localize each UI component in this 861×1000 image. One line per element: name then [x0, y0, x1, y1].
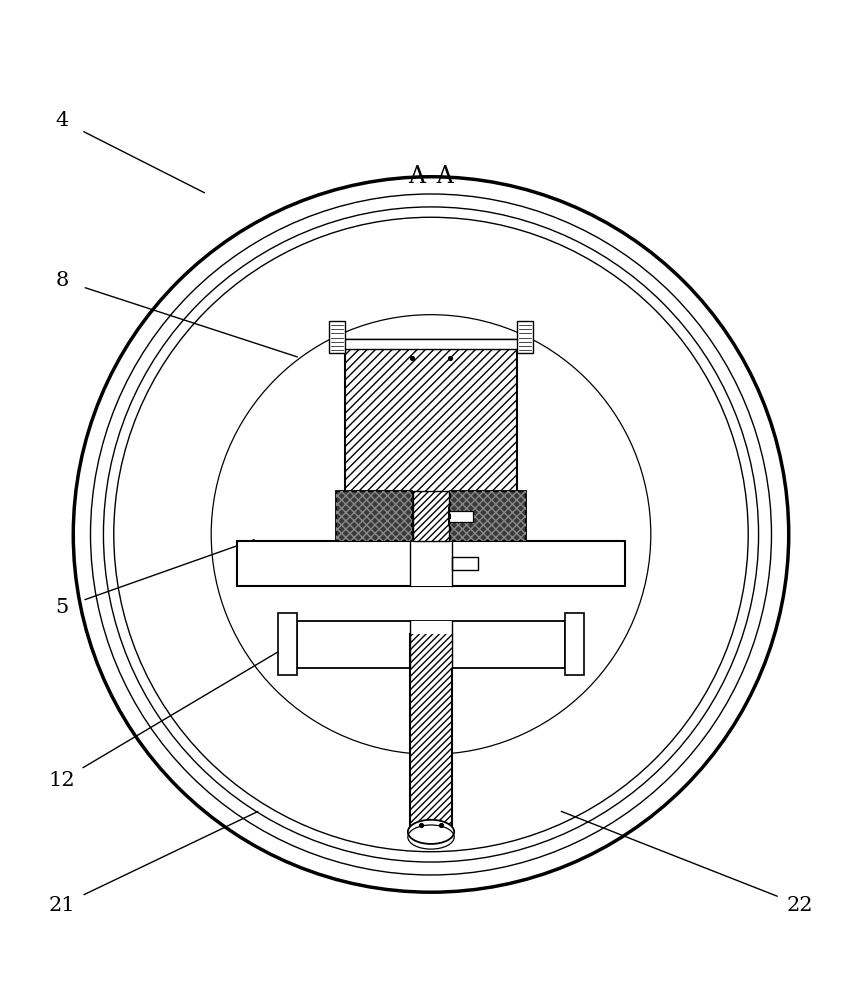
Bar: [564, 613, 583, 675]
Bar: [278, 613, 297, 675]
Text: 5: 5: [55, 598, 69, 617]
Bar: [344, 349, 517, 493]
Bar: [344, 349, 517, 493]
Text: A–A: A–A: [407, 165, 454, 188]
Bar: [410, 634, 451, 832]
Bar: [297, 621, 564, 668]
Bar: [448, 511, 472, 522]
Bar: [449, 491, 525, 541]
Polygon shape: [448, 506, 449, 526]
Bar: [336, 491, 412, 541]
Bar: [369, 493, 492, 507]
Bar: [413, 491, 448, 541]
Bar: [336, 491, 412, 541]
Bar: [449, 491, 525, 541]
Bar: [410, 621, 451, 668]
Ellipse shape: [407, 820, 454, 844]
Bar: [237, 541, 624, 586]
Bar: [340, 339, 521, 349]
Text: 8: 8: [55, 271, 69, 290]
Bar: [517, 321, 532, 353]
Bar: [410, 541, 451, 586]
Bar: [413, 491, 448, 541]
Text: 21: 21: [49, 896, 75, 915]
Bar: [410, 634, 451, 832]
Bar: [329, 321, 344, 353]
Text: 12: 12: [49, 771, 75, 790]
Text: 4: 4: [55, 111, 69, 130]
Text: 22: 22: [786, 896, 812, 915]
Polygon shape: [412, 506, 413, 526]
Bar: [451, 557, 477, 570]
